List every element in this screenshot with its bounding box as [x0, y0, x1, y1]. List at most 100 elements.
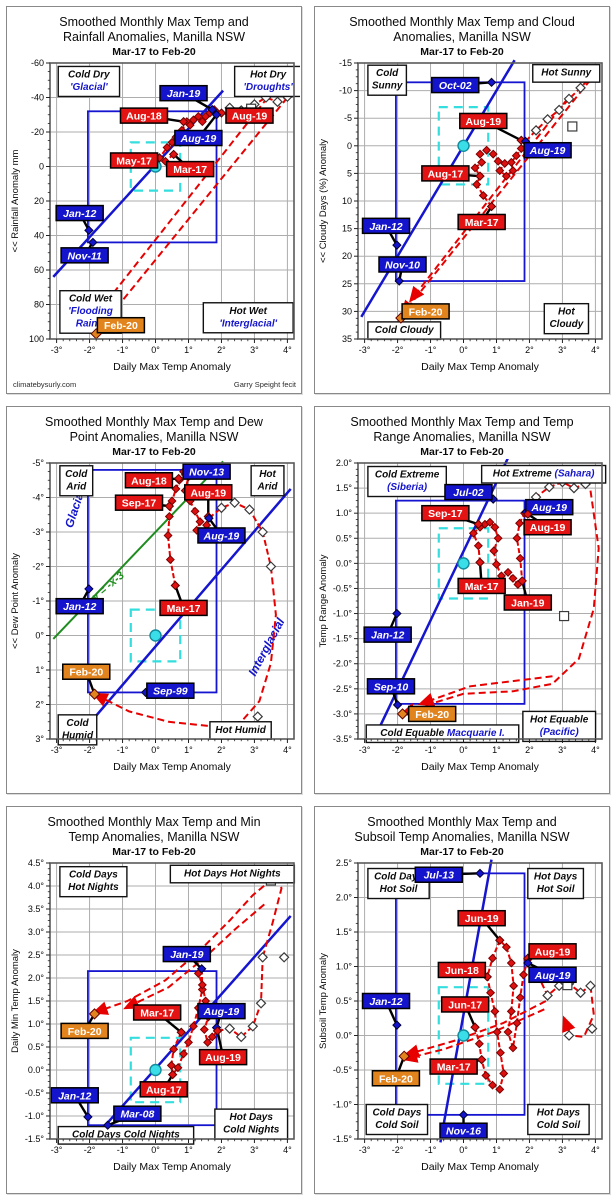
svg-text:Jan-19: Jan-19 — [170, 949, 203, 961]
chart-panel-rainfall: Smoothed Monthly Max Temp and Rainfall An… — [6, 6, 302, 394]
svg-text:Cold Dry: Cold Dry — [68, 69, 110, 80]
svg-text:Hot Days: Hot Days — [230, 1112, 274, 1123]
quadrant-label: Hot Humid — [209, 721, 272, 740]
cyan-reference-square — [129, 608, 182, 663]
quadrant-label: Hot Wet'Interglacial' — [202, 302, 294, 334]
quadrant-label: Hot Days Cold Nights — [214, 1108, 289, 1140]
chart-subtitle: Mar-17 to Feb-20 — [420, 846, 504, 858]
svg-text:1°: 1° — [184, 745, 193, 755]
quadrant-label: Cold Dry 'Glacial' — [57, 65, 121, 98]
svg-text:-1°: -1° — [425, 1145, 437, 1155]
svg-text:'Droughts': 'Droughts' — [244, 82, 294, 93]
callout-jan-12: Jan-12 — [55, 584, 104, 615]
trajectory-sweep — [408, 98, 569, 303]
svg-text:Aug-19: Aug-19 — [530, 522, 566, 534]
callout-jan-12: Jan-12 — [363, 608, 412, 643]
callout-aug-19: Aug-19 — [197, 1002, 246, 1033]
trajectory-sweep — [399, 490, 600, 717]
callout-jul-02: Jul-02 — [444, 483, 498, 504]
svg-text:Feb-20: Feb-20 — [379, 1073, 413, 1085]
callout-mar-17: Mar-17 — [165, 149, 215, 178]
svg-text:Aug-19: Aug-19 — [529, 145, 566, 157]
dewpoint-plot: y = -x-3GlacialInterglacialColdAridHotAr… — [10, 459, 295, 773]
svg-text:-0.5°: -0.5° — [25, 1088, 45, 1098]
origin-marker — [457, 139, 470, 153]
svg-text:Hot Days Hot Nights: Hot Days Hot Nights — [184, 868, 281, 879]
cyan-reference-square — [129, 1036, 182, 1104]
svg-text:Cold Days: Cold Days — [374, 872, 423, 883]
svg-text:2°: 2° — [35, 700, 44, 710]
site-credit: climatebysurly.com — [13, 380, 77, 389]
svg-text:Aug-19: Aug-19 — [180, 133, 217, 145]
svg-text:4°: 4° — [283, 745, 292, 755]
y-axis-label: << Rainfall Anomaly mm — [10, 149, 21, 252]
svg-text:(Pacific): (Pacific) — [540, 727, 580, 738]
svg-text:3°: 3° — [558, 345, 567, 355]
callout-feb-20: Feb-20 — [62, 663, 111, 700]
svg-text:Hot Days: Hot Days — [537, 1108, 581, 1119]
svg-text:Jan-12: Jan-12 — [369, 221, 402, 233]
svg-text:-1°: -1° — [117, 1145, 129, 1155]
svg-text:Mar-17: Mar-17 — [437, 1062, 471, 1074]
callout-feb-20: Feb-20 — [396, 705, 457, 723]
svg-text:Feb-20: Feb-20 — [409, 306, 443, 318]
svg-text:-5: -5 — [344, 113, 352, 123]
svg-text:4.5°: 4.5° — [28, 859, 45, 868]
svg-text:1°: 1° — [492, 1145, 501, 1155]
svg-text:Aug-19: Aug-19 — [535, 946, 571, 958]
svg-text:Cold Days Cold Nights: Cold Days Cold Nights — [72, 1130, 180, 1141]
callout-aug-19: Aug-19 — [216, 107, 274, 124]
quadrant-label: Hot Sunny — [532, 63, 601, 83]
callout-aug-19: Aug-19 — [459, 112, 526, 145]
svg-text:Nov-13: Nov-13 — [189, 467, 224, 479]
svg-text:100: 100 — [29, 334, 44, 344]
temp-range-plot: Cold Extreme(Siberia) Hot Extreme (Sahara… — [318, 459, 607, 773]
svg-text:3°: 3° — [250, 745, 259, 755]
chart-title: Smoothed Monthly Max Temp and Cloud Anoma… — [349, 15, 575, 44]
callout-jan-19: Jan-19 — [162, 945, 212, 974]
callout-aug-17: Aug-17 — [139, 1069, 189, 1098]
callout-aug-19: Aug-19 — [174, 110, 223, 147]
svg-text:-3°: -3° — [51, 1145, 63, 1155]
callout-aug-19: Aug-19 — [184, 484, 233, 522]
chart-title: Smoothed Monthly Max Temp and Subsoil Tem… — [354, 815, 570, 844]
x-axis-label: Daily Max Temp Anomaly — [421, 761, 539, 773]
svg-text:Hot Days: Hot Days — [534, 872, 578, 883]
svg-text:-2.5°: -2.5° — [333, 684, 353, 694]
svg-text:Sep-99: Sep-99 — [153, 686, 188, 698]
white-square-marker — [558, 610, 570, 622]
svg-text:4°: 4° — [591, 345, 600, 355]
svg-text:Cold Nights: Cold Nights — [223, 1125, 280, 1136]
trajectory-sweep — [91, 876, 283, 1015]
svg-text:Mar-17: Mar-17 — [173, 164, 207, 176]
callout-jan-12: Jan-12 — [55, 204, 104, 236]
record-range-rect — [395, 81, 526, 282]
callout-jan-12: Jan-12 — [361, 217, 411, 250]
svg-text:1°: 1° — [184, 1145, 193, 1155]
svg-text:0.5°: 0.5° — [336, 996, 353, 1006]
svg-text:Jan-19: Jan-19 — [511, 598, 544, 610]
svg-text:Cold Cloudy: Cold Cloudy — [375, 325, 434, 336]
axes: -3° -2° -1° 0° 1° 2° 3° 4° 4.5° 4.0° 3.5° 3.0° 2.5° 2… — [10, 859, 292, 1173]
callout-mar-17: Mar-17 — [429, 1054, 487, 1075]
svg-text:Aug-19: Aug-19 — [205, 1052, 241, 1064]
callout-sep-10: Sep-10 — [366, 678, 416, 710]
callout-feb-20: Feb-20 — [395, 303, 450, 324]
svg-text:3°: 3° — [558, 745, 567, 755]
callout-nov-11: Nov-11 — [60, 237, 109, 264]
svg-text:Sunny: Sunny — [372, 81, 403, 92]
origin-marker — [149, 629, 162, 642]
svg-text:0°: 0° — [35, 631, 44, 641]
svg-text:Aug-17: Aug-17 — [146, 1084, 182, 1096]
axes: -3° -2° -1° 0° 1° 2° 3° 4° -15 -10 -5 0 5 10 15 20 25 30 3… — [318, 59, 600, 373]
svg-text:-10: -10 — [339, 86, 352, 96]
svg-text:-0.5°: -0.5° — [333, 583, 353, 593]
svg-text:Aug-19: Aug-19 — [534, 970, 571, 982]
svg-text:Feb-20: Feb-20 — [68, 1026, 102, 1038]
svg-text:-1.0°: -1.0° — [25, 1111, 45, 1121]
callout-mar-17: Mar-17 — [132, 1004, 186, 1037]
svg-text:4°: 4° — [283, 345, 292, 355]
